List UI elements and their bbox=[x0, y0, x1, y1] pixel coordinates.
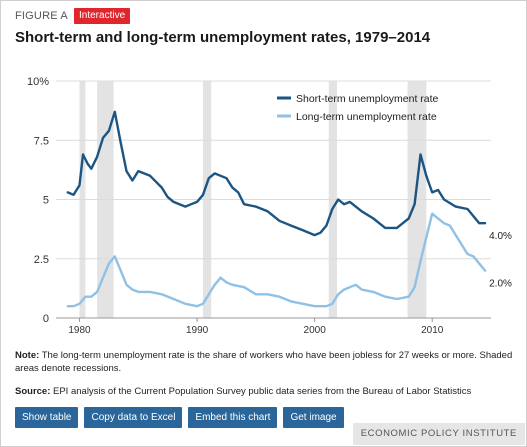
chart-note: Note: The long-term unemployment rate is… bbox=[15, 349, 515, 375]
embed-chart-button[interactable]: Embed this chart bbox=[188, 407, 278, 428]
series-line bbox=[66, 212, 487, 308]
line-chart: 0 2.5 5 7.5 10% 1980 1990 2000 2010 4.0% 2.0% Short… bbox=[27, 76, 512, 336]
legend-label: Long-term unemployment rate bbox=[296, 111, 437, 123]
source-text: EPI analysis of the Current Population S… bbox=[50, 386, 472, 397]
copy-to-excel-button[interactable]: Copy data to Excel bbox=[84, 407, 183, 428]
x-tick-label: 1980 bbox=[68, 325, 91, 336]
chart-title: Short-term and long-term unemployment ra… bbox=[15, 29, 431, 46]
x-tick-label: 2010 bbox=[421, 325, 444, 336]
note-text: The long-term unemployment rate is the s… bbox=[15, 350, 513, 374]
y-tick-label: 7.5 bbox=[34, 135, 49, 147]
action-buttons: Show table Copy data to Excel Embed this… bbox=[15, 407, 344, 428]
interactive-badge: Interactive bbox=[74, 8, 131, 24]
y-tick-label: 5 bbox=[43, 195, 49, 207]
series-end-label: 4.0% bbox=[489, 231, 512, 242]
x-tick-label: 2000 bbox=[304, 325, 327, 336]
y-tick-label: 0 bbox=[43, 313, 49, 325]
figure-label: FIGURE A bbox=[15, 10, 68, 22]
x-tick-label: 1990 bbox=[186, 325, 209, 336]
y-tick-label: 10% bbox=[27, 76, 49, 88]
chart-source: Source: EPI analysis of the Current Popu… bbox=[15, 385, 520, 398]
note-lead: Note: bbox=[15, 350, 40, 361]
series-line bbox=[66, 110, 487, 237]
source-lead: Source: bbox=[15, 386, 51, 397]
get-image-button[interactable]: Get image bbox=[283, 407, 344, 428]
y-tick-label: 2.5 bbox=[34, 254, 49, 266]
series-end-label: 2.0% bbox=[489, 279, 512, 290]
legend-label: Short-term unemployment rate bbox=[296, 93, 439, 105]
brand-label: ECONOMIC POLICY INSTITUTE bbox=[352, 423, 525, 445]
show-table-button[interactable]: Show table bbox=[15, 407, 79, 428]
